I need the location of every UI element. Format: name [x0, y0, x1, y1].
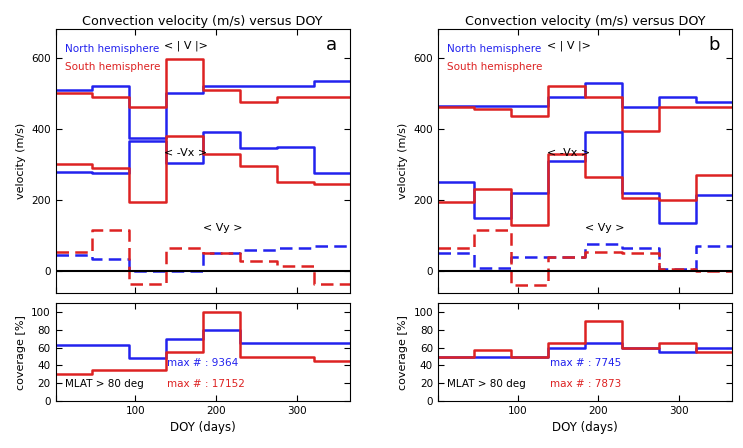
Text: < -Vx >: < -Vx >	[547, 147, 590, 158]
Text: < Vy >: < Vy >	[203, 223, 242, 233]
Text: < -Vx >: < -Vx >	[164, 147, 207, 158]
Y-axis label: velocity (m/s): velocity (m/s)	[398, 123, 408, 199]
Text: max # : 7745: max # : 7745	[550, 358, 621, 368]
Text: a: a	[326, 36, 337, 54]
Y-axis label: velocity (m/s): velocity (m/s)	[16, 123, 26, 199]
Text: b: b	[708, 36, 720, 54]
Text: South hemisphere: South hemisphere	[447, 62, 542, 72]
Text: South hemisphere: South hemisphere	[65, 62, 160, 72]
Text: MLAT > 80 deg: MLAT > 80 deg	[65, 379, 143, 389]
Title: Convection velocity (m/s) versus DOY: Convection velocity (m/s) versus DOY	[464, 15, 705, 28]
Text: North hemisphere: North hemisphere	[65, 43, 159, 53]
X-axis label: DOY (days): DOY (days)	[170, 422, 236, 435]
Text: < Vy >: < Vy >	[585, 223, 624, 233]
Text: North hemisphere: North hemisphere	[447, 43, 541, 53]
Text: max # : 17152: max # : 17152	[167, 379, 245, 389]
Title: Convection velocity (m/s) versus DOY: Convection velocity (m/s) versus DOY	[82, 15, 323, 28]
X-axis label: DOY (days): DOY (days)	[552, 422, 617, 435]
Text: max # : 7873: max # : 7873	[550, 379, 621, 389]
Y-axis label: coverage [%]: coverage [%]	[16, 315, 26, 390]
Text: max # : 9364: max # : 9364	[167, 358, 239, 368]
Text: < | V |>: < | V |>	[164, 41, 208, 52]
Y-axis label: coverage [%]: coverage [%]	[398, 315, 408, 390]
Text: < | V |>: < | V |>	[547, 41, 591, 52]
Text: MLAT > 80 deg: MLAT > 80 deg	[447, 379, 525, 389]
